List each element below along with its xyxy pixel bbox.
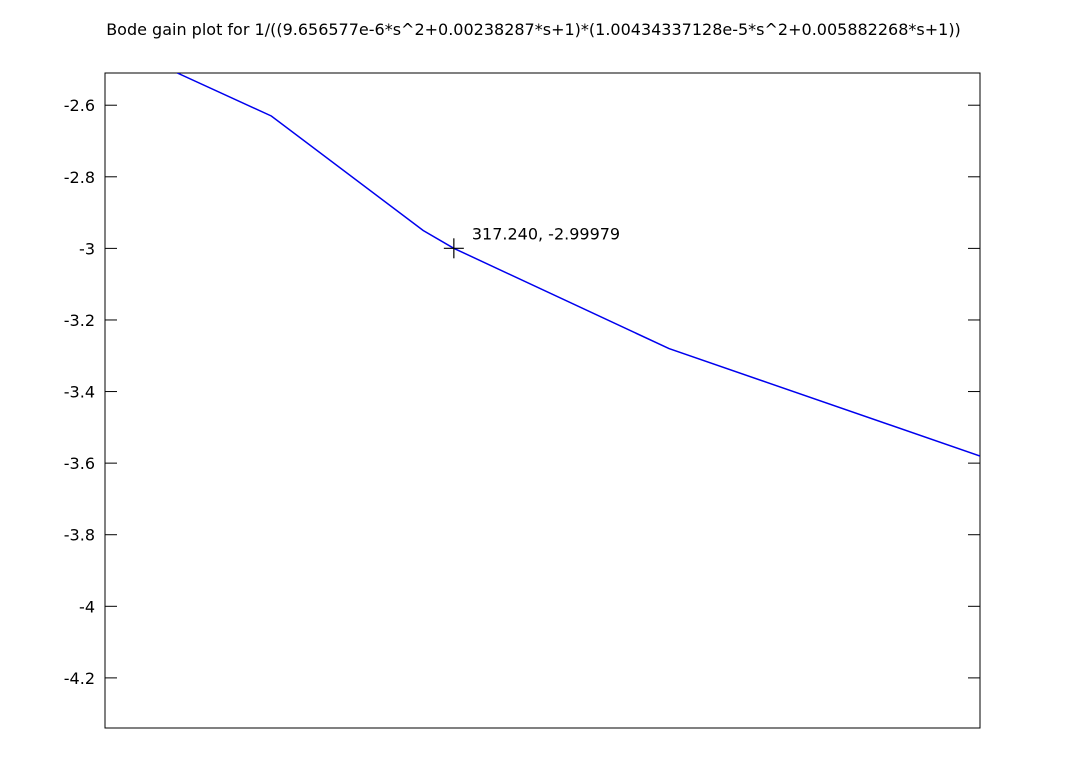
y-tick-label: -2.8 <box>64 168 95 187</box>
y-tick-label: -3.4 <box>64 383 95 402</box>
y-tick-label: -4.2 <box>64 669 95 688</box>
plot-frame <box>104 72 981 729</box>
y-tick-label: -2.6 <box>64 96 95 115</box>
y-tick-label: -3.6 <box>64 454 95 473</box>
chart-title: Bode gain plot for 1/((9.656577e-6*s^2+0… <box>106 20 961 39</box>
y-tick-label: -4 <box>79 597 95 616</box>
y-tick-label: -3.8 <box>64 526 95 545</box>
y-tick-label: -3.2 <box>64 311 95 330</box>
gain-series-line <box>176 73 980 457</box>
y-tick-label: -3 <box>79 239 95 258</box>
crosshair-marker <box>443 238 464 259</box>
crosshair-label: 317.240, -2.99979 <box>472 224 620 243</box>
